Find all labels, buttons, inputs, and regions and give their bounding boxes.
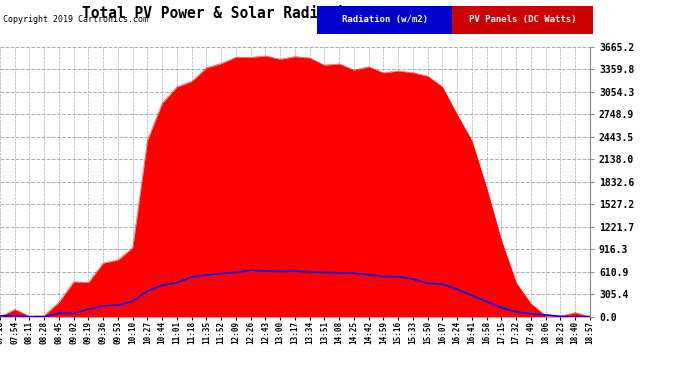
Text: Total PV Power & Solar Radiation Mon Mar 11 18:57: Total PV Power & Solar Radiation Mon Mar… bbox=[82, 6, 511, 21]
Text: PV Panels (DC Watts): PV Panels (DC Watts) bbox=[469, 15, 576, 24]
Text: Copyright 2019 Cartronics.com: Copyright 2019 Cartronics.com bbox=[3, 15, 148, 24]
Text: Radiation (w/m2): Radiation (w/m2) bbox=[342, 15, 428, 24]
